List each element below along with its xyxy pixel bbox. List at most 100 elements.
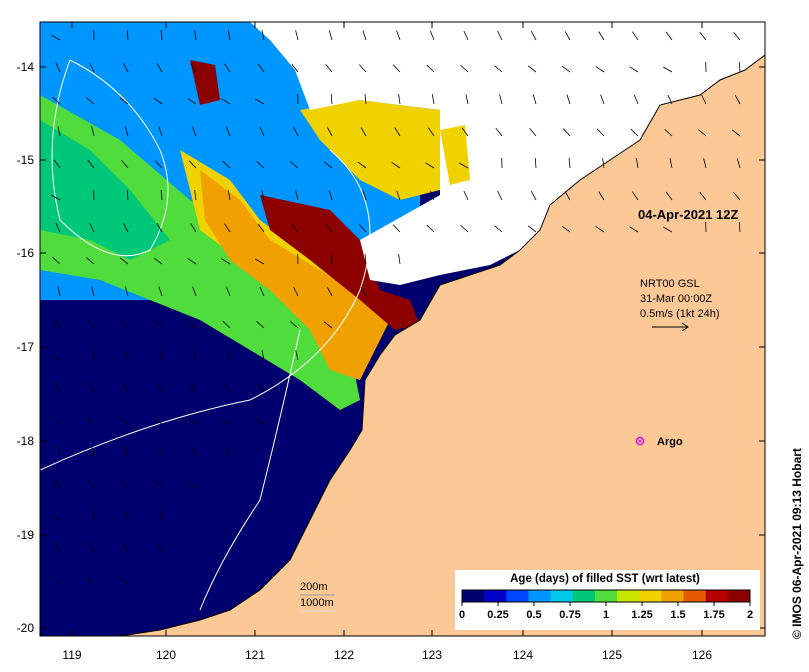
current-vector: [595, 226, 605, 233]
colorbar-cell: [705, 590, 729, 602]
current-vector: [256, 161, 265, 169]
current-vector: [630, 128, 639, 137]
current-vector: [119, 97, 129, 105]
current-vector: [158, 126, 163, 137]
current-vector: [225, 126, 231, 137]
map-plot-area: [40, 22, 765, 636]
current-vector: [494, 225, 503, 233]
colorbar-title: Age (days) of filled SST (wrt latest): [510, 573, 700, 585]
colorbar-cell: [683, 590, 707, 602]
sst-band-teal: [40, 120, 170, 260]
lat-tick-label: -19: [17, 528, 35, 542]
current-vector: [736, 158, 741, 169]
current-vector: [733, 192, 741, 201]
current-vector: [326, 287, 333, 297]
current-vector: [160, 350, 163, 361]
current-vector: [156, 223, 163, 233]
current-vector: [55, 62, 61, 73]
colorbar-tick-label: 0: [459, 609, 465, 621]
isobath-shelf: [199, 329, 301, 611]
current-vector: [51, 34, 61, 41]
current-vector: [261, 30, 265, 41]
current-vector: [261, 190, 265, 201]
current-vector: [394, 127, 401, 137]
current-vector: [669, 158, 673, 169]
sst-patch-darkred: [190, 60, 220, 105]
current-vector: [86, 577, 95, 585]
current-vector: [126, 509, 129, 521]
current-vector: [53, 159, 61, 169]
current-vector: [465, 94, 469, 105]
lon-tick-label: 123: [422, 648, 442, 662]
current-vector: [121, 320, 129, 329]
current-vector: [86, 417, 95, 425]
current-vector: [225, 446, 231, 457]
current-vector: [55, 222, 61, 233]
date-label: 04-Apr-2021 12Z: [638, 207, 738, 222]
no-data-region: [250, 22, 765, 285]
current-vector: [122, 223, 129, 233]
colorbar-tick-label: 1.25: [631, 609, 652, 621]
contour-legend-1000m: 1000m: [300, 597, 334, 609]
current-vector: [295, 190, 299, 201]
current-vector: [126, 349, 129, 361]
current-vector: [190, 223, 197, 233]
current-vector: [261, 350, 265, 361]
current-vector: [461, 127, 469, 137]
current-vector: [259, 126, 265, 137]
current-vector: [527, 225, 537, 233]
current-vector: [290, 161, 299, 169]
current-vector: [323, 321, 333, 329]
current-vector: [190, 383, 197, 393]
current-vector: [290, 321, 299, 329]
lat-tick-label: -20: [17, 621, 35, 635]
current-vector: [534, 157, 537, 169]
current-vector: [396, 190, 401, 201]
current-vector: [391, 162, 401, 169]
current-vector: [295, 30, 299, 41]
current-vector: [738, 221, 741, 233]
current-vector: [156, 63, 163, 73]
current-vector: [87, 159, 95, 169]
current-vector: [160, 30, 163, 41]
current-vector: [360, 287, 367, 297]
current-scale-label: 0.5m/s (1kt 24h): [640, 308, 719, 320]
current-vector: [158, 446, 163, 457]
lat-tick-label: -14: [17, 60, 35, 74]
current-vector: [188, 160, 197, 169]
current-vector: [530, 191, 537, 201]
current-vector: [568, 158, 571, 169]
current-vector: [256, 321, 265, 329]
sst-band-orange: [200, 170, 400, 380]
colorbar-cell: [528, 590, 552, 602]
current-vector: [122, 63, 129, 73]
current-vector: [295, 350, 299, 361]
current-vector: [160, 190, 163, 201]
current-vector: [187, 258, 197, 265]
current-vector: [55, 542, 61, 553]
current-vector: [664, 129, 673, 137]
argo-label: Argo: [657, 436, 683, 448]
current-vector: [222, 160, 231, 169]
current-vector: [360, 127, 367, 137]
current-vector: [291, 63, 299, 73]
lon-tick-label: 126: [692, 648, 712, 662]
current-vector: [192, 446, 197, 457]
current-vector: [595, 66, 605, 73]
current-vector: [431, 94, 435, 105]
current-vector: [463, 190, 469, 201]
current-vector: [188, 480, 197, 489]
current-vector: [126, 29, 129, 41]
current-vector: [91, 126, 95, 137]
current-vector: [429, 190, 435, 201]
colorbar-cell: [550, 590, 574, 602]
colorbar-cell: [594, 590, 618, 602]
colorbar-cell: [617, 590, 640, 602]
current-vector: [330, 253, 333, 265]
current-vector: [227, 190, 231, 201]
current-vector: [158, 286, 163, 297]
colorbar-tick-label: 2: [747, 609, 753, 621]
current-vector: [153, 97, 163, 105]
